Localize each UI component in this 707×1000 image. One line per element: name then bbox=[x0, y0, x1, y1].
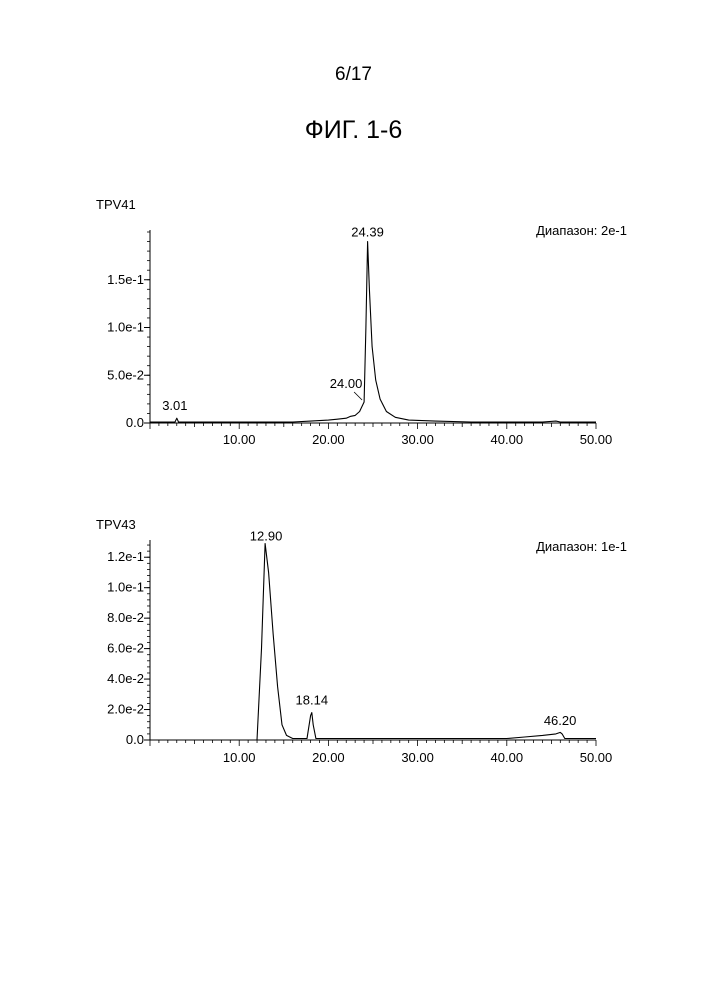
chromatogram-trace bbox=[150, 544, 596, 741]
y-tick-label: 1.2e-1 bbox=[107, 549, 144, 564]
chromatogram-trace bbox=[150, 242, 596, 422]
chart-title: TPV43 bbox=[96, 517, 136, 532]
x-tick-label: 20.00 bbox=[312, 432, 345, 447]
peak-label: 24.39 bbox=[351, 225, 384, 240]
y-tick-label: 1.5e-1 bbox=[107, 272, 144, 287]
peak-label: 18.14 bbox=[296, 693, 329, 708]
x-tick-label: 50.00 bbox=[580, 750, 613, 765]
peak-label: 24.00 bbox=[330, 376, 363, 391]
chromatogram-tpv43: TPV43 Диапазон: 1e-1 0.0 2.0e-2 4.0e-2 6.0e-2… bbox=[0, 515, 707, 780]
peak-label: 12.90 bbox=[250, 529, 283, 544]
x-tick-label: 50.00 bbox=[580, 432, 613, 447]
y-tick-label: 1.0e-1 bbox=[107, 580, 144, 595]
y-tick-label: 5.0e-2 bbox=[107, 367, 144, 382]
page-number: 6/17 bbox=[0, 64, 707, 86]
y-tick-label: 1.0e-1 bbox=[107, 320, 144, 335]
peak-label: 3.01 bbox=[162, 398, 187, 413]
y-tick-label: 4.0e-2 bbox=[107, 671, 144, 686]
peak-label: 46.20 bbox=[544, 713, 577, 728]
y-tick-label: 0.0 bbox=[126, 732, 144, 747]
range-label: Диапазон: 2e-1 bbox=[536, 223, 627, 238]
x-tick-label: 40.00 bbox=[491, 750, 524, 765]
y-tick-label: 0.0 bbox=[126, 415, 144, 430]
x-tick-label: 30.00 bbox=[401, 750, 434, 765]
figure-title: ФИГ. 1-6 bbox=[0, 116, 707, 145]
x-tick-label: 10.00 bbox=[223, 750, 256, 765]
chromatogram-tpv41: TPV41 Диапазон: 2e-1 0.0 5.0e-2 1.0e-1 1.5e-1… bbox=[0, 195, 707, 465]
peak-leader-line bbox=[354, 392, 362, 400]
x-tick-label: 10.00 bbox=[223, 432, 256, 447]
x-tick-label: 30.00 bbox=[401, 432, 434, 447]
range-label: Диапазон: 1e-1 bbox=[536, 539, 627, 554]
y-tick-label: 8.0e-2 bbox=[107, 610, 144, 625]
chart-title: TPV41 bbox=[96, 197, 136, 212]
y-tick-label: 2.0e-2 bbox=[107, 702, 144, 717]
y-tick-label: 6.0e-2 bbox=[107, 641, 144, 656]
x-tick-label: 20.00 bbox=[312, 750, 345, 765]
x-tick-label: 40.00 bbox=[491, 432, 524, 447]
